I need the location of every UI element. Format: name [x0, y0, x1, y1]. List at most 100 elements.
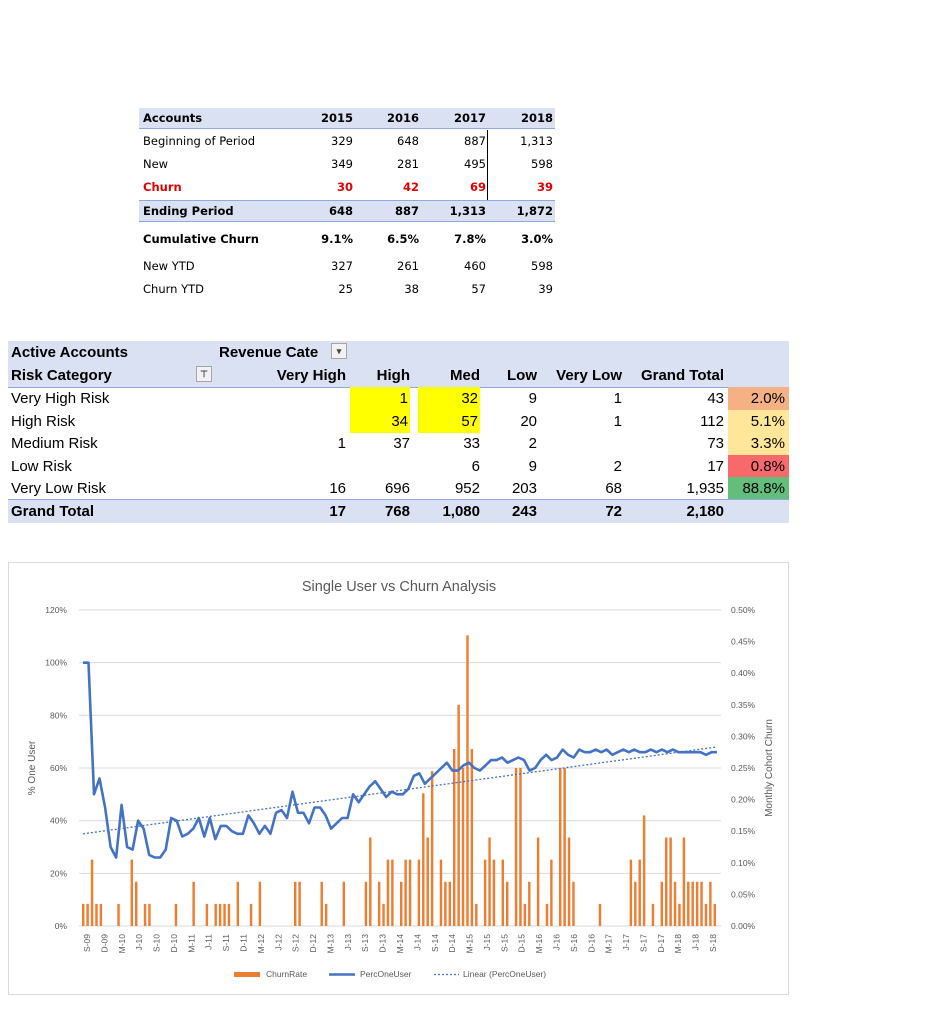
single-user-churn-chart[interactable]: Single User vs Churn Analysis % One User… — [8, 562, 789, 995]
x-tick-label: S-09 — [82, 934, 92, 952]
table1-cell: 6.5% — [387, 232, 419, 246]
pivot-percent-cell: 0.8% — [728, 454, 789, 478]
pivot-col-med: Med — [450, 367, 480, 384]
y2-tick-label: 0.30% — [731, 731, 756, 741]
y2-tick-label: 0.45% — [731, 637, 756, 647]
table1-year-2017: 2017 — [453, 111, 486, 125]
pivot-cell — [540, 432, 622, 455]
churn-bar — [143, 903, 147, 926]
x-tick-label: M-18 — [673, 934, 683, 954]
y2-tick-label: 0.10% — [731, 858, 756, 868]
x-tick-label: S-14 — [430, 934, 440, 952]
pivot-cell: 20 — [520, 412, 537, 430]
table1-cell: 7.8% — [454, 232, 486, 246]
x-tick-label: J-18 — [691, 934, 701, 951]
pivot-col-very-low: Very Low — [556, 367, 622, 384]
pivot-row: High Risk 34 57 20 1 112 5.1% — [8, 409, 789, 433]
x-tick-label: M-17 — [604, 934, 614, 954]
churn-bar — [642, 815, 646, 926]
pivot-cell: 17 — [707, 457, 724, 475]
column-filter-dropdown-button[interactable]: ▾ — [331, 343, 347, 359]
table1-row-label: New — [143, 157, 169, 171]
churn-bar — [638, 859, 641, 926]
y2-tick-label: 0.05% — [731, 889, 756, 899]
pivot-percent-cell: 5.1% — [728, 409, 789, 433]
table1-cell: 349 — [331, 157, 353, 171]
churn-bar — [669, 837, 672, 926]
y-tick-label: 60% — [50, 763, 67, 773]
y-tick-label: 40% — [50, 816, 67, 826]
x-tick-label: D-16 — [586, 934, 596, 953]
perc-one-user-line — [83, 661, 717, 859]
pivot-col-grand-total: Grand Total — [640, 367, 724, 384]
pivot-row: Very Low Risk 16 696 952 203 68 1,935 88.8% — [8, 477, 789, 500]
churn-bar — [461, 768, 465, 926]
x-tick-label: S-10 — [152, 934, 162, 952]
x-tick-label: J-10 — [134, 934, 144, 951]
chart-legend: ChurnRate PercOneUser Linear (PercOneUser) — [234, 969, 546, 979]
x-tick-label: S-11 — [221, 934, 231, 952]
pivot-row-label: Very Low Risk — [11, 480, 107, 497]
pivot-cell — [350, 455, 410, 478]
table1-cell: 39 — [538, 282, 553, 296]
pivot-row: Medium Risk 1 37 33 2 73 3.3% — [8, 432, 789, 455]
churn-bar — [386, 859, 390, 926]
churn-bar — [192, 881, 195, 926]
pivot-grand-total-row: Grand Total 17 768 1,080 243 72 2,180 — [8, 499, 789, 523]
pivot-cell: 1 — [613, 412, 622, 430]
pivot-row-label: High Risk — [11, 412, 76, 430]
churn-bar — [519, 768, 522, 926]
table1-header-label: Accounts — [143, 111, 203, 125]
churn-bar — [563, 768, 566, 926]
x-tick-label: S-16 — [569, 934, 579, 952]
churn-bar — [417, 859, 421, 926]
churn-bar — [342, 881, 346, 926]
pivot-cell: 34 — [350, 409, 410, 433]
pivot-cell: 33 — [463, 435, 480, 452]
churn-bar — [559, 768, 562, 926]
pivot-cell — [246, 410, 346, 433]
churn-bar — [320, 881, 323, 926]
pivot-cell: 112 — [700, 412, 724, 430]
pivot-cell: 6 — [471, 457, 480, 475]
churn-bar — [99, 903, 103, 926]
pivot-cell: 37 — [393, 435, 410, 452]
pivot-row-label: Very High Risk — [11, 390, 110, 407]
secondary-y-axis-ticks: 0.00% 0.05% 0.10% 0.15% 0.20% 0.25% 0.30% 0.35%… — [731, 605, 756, 931]
churn-bar — [404, 859, 407, 926]
churn-bar — [550, 859, 553, 926]
churn-bar — [634, 881, 637, 926]
pivot-cell: 16 — [329, 480, 346, 497]
legend-perc-label: PercOneUser — [360, 969, 412, 979]
table1-cell: 887 — [464, 134, 486, 148]
pivot-col-high: High — [376, 367, 410, 384]
table1-cell: 69 — [469, 180, 486, 194]
churn-bar — [448, 881, 452, 926]
y2-tick-label: 0.25% — [731, 763, 756, 773]
x-tick-label: D-09 — [99, 934, 109, 953]
legend-churn-label: ChurnRate — [266, 969, 307, 979]
y-tick-label: 120% — [45, 605, 67, 615]
pivot-cell — [246, 387, 346, 410]
x-tick-label: S-15 — [499, 934, 509, 952]
x-tick-label: D-13 — [378, 934, 388, 953]
table1-row-label: Churn YTD — [143, 282, 204, 296]
pivot-row: Low Risk 6 9 2 17 0.8% — [8, 454, 789, 478]
y-tick-label: 80% — [50, 710, 67, 720]
churn-bar — [324, 903, 328, 926]
table1-cell: 9.1% — [321, 232, 353, 246]
churn-bar — [391, 859, 394, 926]
table1-cell: 1,872 — [516, 204, 553, 218]
pivot-header-row: Risk Category ⊤ Very High High Med Low V… — [8, 364, 789, 388]
legend-trend-label: Linear (PercOneUser) — [463, 969, 546, 979]
pivot-cell: 43 — [707, 390, 724, 407]
row-filter-button[interactable]: ⊤ — [196, 366, 212, 382]
pivot-row-label: Medium Risk — [11, 435, 98, 452]
churn-bar — [598, 903, 602, 926]
table1-row-ending: Ending Period 648 887 1,313 1,872 — [139, 200, 555, 222]
churn-bar — [678, 903, 681, 926]
churn-bar — [713, 903, 717, 926]
churn-bar — [651, 903, 655, 926]
table1-row-new: New 349 281 495 598 — [139, 154, 555, 174]
x-tick-label: D-12 — [308, 934, 318, 953]
